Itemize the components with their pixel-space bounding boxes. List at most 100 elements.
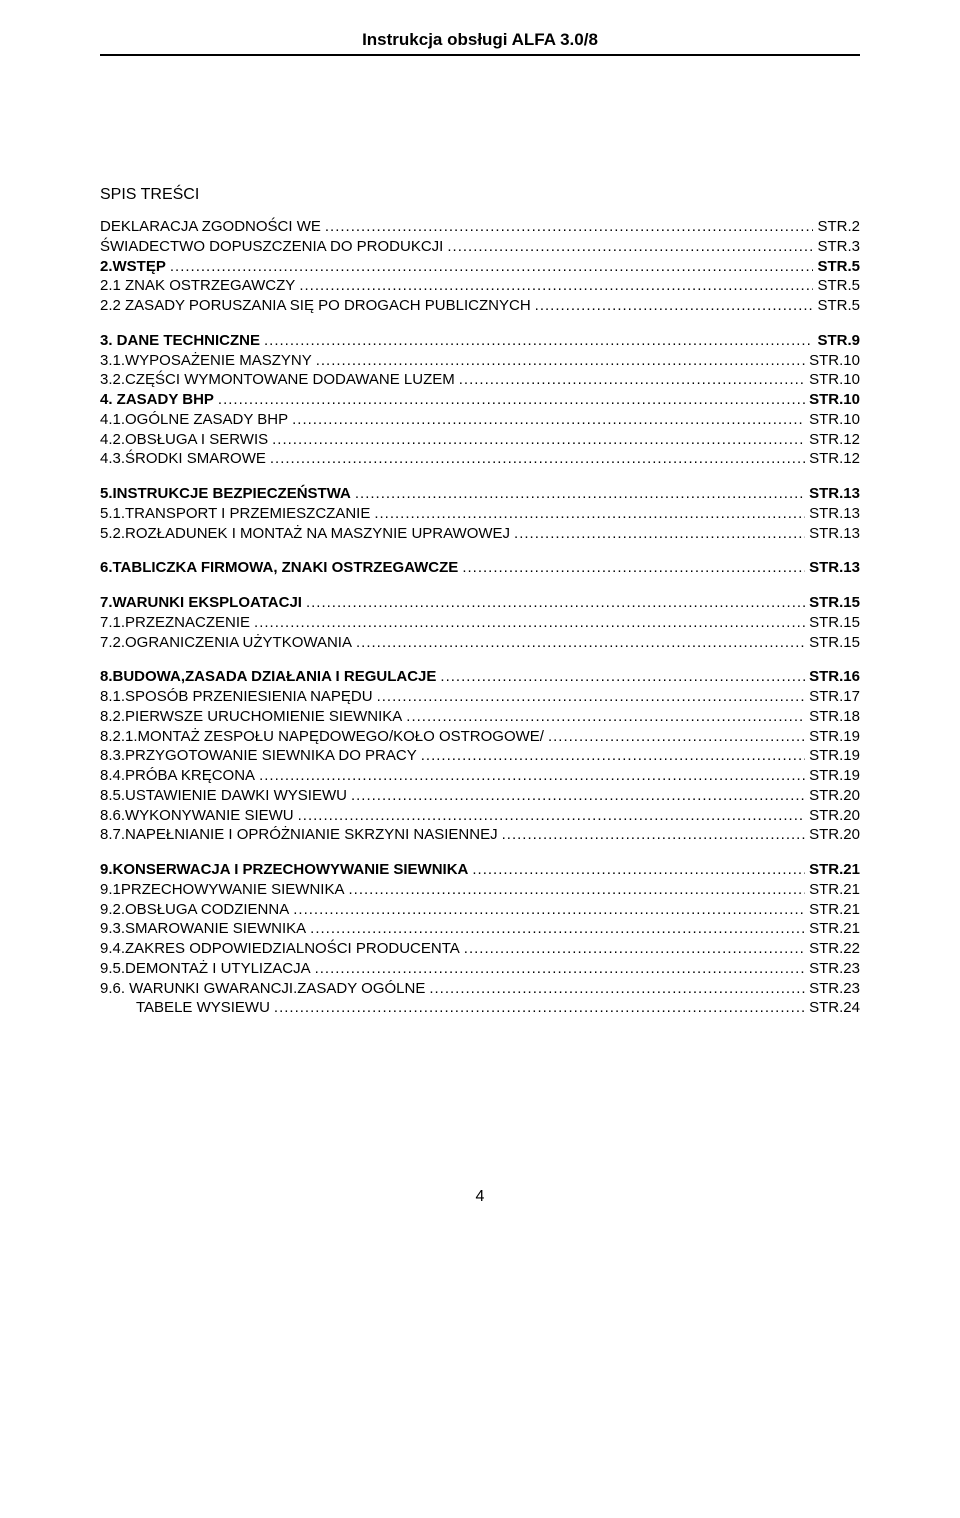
toc-label: 8.1.SPOSÓB PRZENIESIENIA NAPĘDU xyxy=(100,688,373,707)
toc-row: 8.2.PIERWSZE URUCHOMIENIE SIEWNIKA STR.18 xyxy=(100,708,860,727)
toc-leader xyxy=(348,881,805,900)
toc-label: 9.6. WARUNKI GWARANCJI.ZASADY OGÓLNE xyxy=(100,980,425,999)
toc-gap xyxy=(100,579,860,593)
toc-gap xyxy=(100,317,860,331)
toc-leader xyxy=(502,826,806,845)
toc-gap xyxy=(100,544,860,558)
toc-leader xyxy=(274,999,805,1018)
toc-row: 9.1PRZECHOWYWANIE SIEWNIKASTR.21 xyxy=(100,881,860,900)
toc-row: 4.1.OGÓLNE ZASADY BHPSTR.10 xyxy=(100,411,860,430)
toc-row: 3.2.CZĘŚCI WYMONTOWANE DODAWANE LUZEMSTR… xyxy=(100,371,860,390)
toc-label: 5.1.TRANSPORT I PRZEMIESZCZANIE xyxy=(100,505,370,524)
toc-page: STR.3 xyxy=(817,238,860,257)
toc-label: 4.1.OGÓLNE ZASADY BHP xyxy=(100,411,288,430)
toc-leader xyxy=(270,450,805,469)
toc-page: STR.18 xyxy=(809,708,860,727)
toc-row: 9.3.SMAROWANIE SIEWNIKASTR.21 xyxy=(100,920,860,939)
toc-leader xyxy=(306,594,805,613)
toc-leader xyxy=(472,861,805,880)
toc-row: DEKLARACJA ZGODNOŚCI WESTR.2 xyxy=(100,218,860,237)
toc-page: STR.9 xyxy=(817,332,860,351)
toc-list: DEKLARACJA ZGODNOŚCI WESTR.2ŚWIADECTWO D… xyxy=(100,218,860,1018)
toc-label: 3.1.WYPOSAŻENIE MASZYNY xyxy=(100,352,312,371)
toc-page: STR.13 xyxy=(809,525,860,544)
toc-row: 8.1.SPOSÓB PRZENIESIENIA NAPĘDUSTR.17 xyxy=(100,688,860,707)
toc-leader xyxy=(440,668,805,687)
toc-row: 3.1.WYPOSAŻENIE MASZYNY STR.10 xyxy=(100,352,860,371)
toc-label: 9.2.OBSŁUGA CODZIENNA xyxy=(100,901,289,920)
toc-page: STR.21 xyxy=(809,901,860,920)
toc-leader xyxy=(374,505,805,524)
toc-row: 4. ZASADY BHPSTR.10 xyxy=(100,391,860,410)
toc-row: 9.4.ZAKRES ODPOWIEDZIALNOŚCI PRODUCENTAS… xyxy=(100,940,860,959)
toc-row: 5.INSTRUKCJE BEZPIECZEŃSTWA STR.13 xyxy=(100,485,860,504)
toc-page: STR.10 xyxy=(809,391,860,410)
toc-page: STR.20 xyxy=(809,826,860,845)
toc-leader xyxy=(170,258,814,277)
toc-page: STR.5 xyxy=(817,277,860,296)
toc-row: 9.2.OBSŁUGA CODZIENNA STR.21 xyxy=(100,901,860,920)
toc-leader xyxy=(535,297,814,316)
toc-label: 8.3.PRZYGOTOWANIE SIEWNIKA DO PRACY xyxy=(100,747,417,766)
toc-label: 8.6.WYKONYWANIE SIEWU xyxy=(100,807,294,826)
toc-leader xyxy=(259,767,805,786)
toc-label: 8.2.1.MONTAŻ ZESPOŁU NAPĘDOWEGO/KOŁO OST… xyxy=(100,728,544,747)
toc-gap xyxy=(100,470,860,484)
toc-label: 6.TABLICZKA FIRMOWA, ZNAKI OSTRZEGAWCZE xyxy=(100,559,458,578)
toc-label: ŚWIADECTWO DOPUSZCZENIA DO PRODUKCJI xyxy=(100,238,443,257)
toc-row: 2.1 ZNAK OSTRZEGAWCZYSTR.5 xyxy=(100,277,860,296)
toc-page: STR.19 xyxy=(809,767,860,786)
toc-row: 6.TABLICZKA FIRMOWA, ZNAKI OSTRZEGAWCZE S… xyxy=(100,559,860,578)
toc-page: STR.13 xyxy=(809,485,860,504)
toc-page: STR.10 xyxy=(809,352,860,371)
toc-page: STR.23 xyxy=(809,960,860,979)
toc-label: 5.INSTRUKCJE BEZPIECZEŃSTWA xyxy=(100,485,351,504)
toc-label: 4.2.OBSŁUGA I SERWIS xyxy=(100,431,268,450)
toc-row: 8.5.USTAWIENIE DAWKI WYSIEWUSTR.20 xyxy=(100,787,860,806)
toc-leader xyxy=(310,920,805,939)
toc-label: 9.KONSERWACJA I PRZECHOWYWANIE SIEWNIKA xyxy=(100,861,468,880)
toc-label: 7.WARUNKI EKSPLOATACJI xyxy=(100,594,302,613)
toc-page: STR.15 xyxy=(809,594,860,613)
toc-leader xyxy=(377,688,806,707)
toc-gap xyxy=(100,846,860,860)
toc-label: 3. DANE TECHNICZNE xyxy=(100,332,260,351)
toc-leader xyxy=(514,525,805,544)
toc-leader xyxy=(218,391,805,410)
toc-row: 4.3.ŚRODKI SMAROWE STR.12 xyxy=(100,450,860,469)
toc-leader xyxy=(315,960,806,979)
toc-row: 8.2.1.MONTAŻ ZESPOŁU NAPĘDOWEGO/KOŁO OST… xyxy=(100,728,860,747)
toc-leader xyxy=(292,411,805,430)
toc-label: 9.5.DEMONTAŻ I UTYLIZACJA xyxy=(100,960,311,979)
toc-page: STR.2 xyxy=(817,218,860,237)
toc-leader xyxy=(429,980,805,999)
toc-leader xyxy=(356,634,805,653)
toc-label: 9.4.ZAKRES ODPOWIEDZIALNOŚCI PRODUCENTA xyxy=(100,940,460,959)
page: Instrukcja obsługi ALFA 3.0/8 SPIS TREŚC… xyxy=(0,0,960,1266)
toc-page: STR.12 xyxy=(809,450,860,469)
page-number: 4 xyxy=(100,1188,860,1206)
toc-label: 2.2 ZASADY PORUSZANIA SIĘ PO DROGACH PUB… xyxy=(100,297,531,316)
toc-row: 8.BUDOWA,ZASADA DZIAŁANIA I REGULACJESTR… xyxy=(100,668,860,687)
toc-label: 2.WSTĘP xyxy=(100,258,166,277)
toc-leader xyxy=(316,352,805,371)
toc-leader xyxy=(254,614,805,633)
toc-page: STR.5 xyxy=(817,258,860,277)
toc-label: 9.3.SMAROWANIE SIEWNIKA xyxy=(100,920,306,939)
toc-page: STR.5 xyxy=(817,297,860,316)
toc-page: STR.15 xyxy=(809,634,860,653)
toc-page: STR.23 xyxy=(809,980,860,999)
toc-leader xyxy=(421,747,805,766)
toc-leader xyxy=(299,277,813,296)
toc-leader xyxy=(264,332,813,351)
toc-label: 8.7.NAPEŁNIANIE I OPRÓŻNIANIE SKRZYNI NA… xyxy=(100,826,498,845)
toc-label: 4.3.ŚRODKI SMAROWE xyxy=(100,450,266,469)
toc-row: 9.5.DEMONTAŻ I UTYLIZACJA STR.23 xyxy=(100,960,860,979)
toc-label: 8.2.PIERWSZE URUCHOMIENIE SIEWNIKA xyxy=(100,708,402,727)
toc-page: STR.13 xyxy=(809,559,860,578)
toc-row: 5.2.ROZŁADUNEK I MONTAŻ NA MASZYNIE UPRA… xyxy=(100,525,860,544)
toc-label: 7.2.OGRANICZENIA UŻYTKOWANIA xyxy=(100,634,352,653)
toc-heading: SPIS TREŚCI xyxy=(100,186,860,204)
toc-label: 7.1.PRZEZNACZENIE xyxy=(100,614,250,633)
toc-page: STR.12 xyxy=(809,431,860,450)
